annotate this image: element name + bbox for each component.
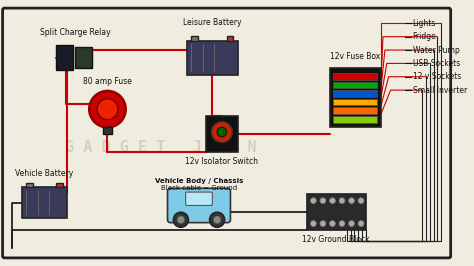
- Circle shape: [349, 198, 355, 203]
- Bar: [227, 36, 233, 40]
- Bar: [333, 99, 377, 105]
- Bar: [75, 47, 92, 68]
- Bar: [333, 73, 377, 80]
- Bar: [333, 116, 377, 123]
- Bar: [191, 36, 198, 40]
- FancyBboxPatch shape: [167, 188, 230, 223]
- Circle shape: [310, 221, 316, 226]
- Circle shape: [90, 91, 126, 127]
- Text: 12v Fuse Box: 12v Fuse Box: [330, 52, 381, 61]
- FancyBboxPatch shape: [2, 8, 451, 258]
- Bar: [333, 81, 377, 88]
- Text: Lights: Lights: [412, 19, 436, 28]
- Circle shape: [320, 221, 326, 226]
- Text: 12v Isolator Switch: 12v Isolator Switch: [185, 157, 258, 166]
- Bar: [329, 68, 381, 127]
- Text: 80 amp Fuse: 80 amp Fuse: [83, 77, 132, 86]
- Circle shape: [349, 221, 355, 226]
- Circle shape: [217, 127, 227, 137]
- Text: 12 v Sockets: 12 v Sockets: [412, 72, 461, 81]
- Text: Fridge: Fridge: [412, 32, 436, 41]
- Circle shape: [213, 216, 221, 223]
- Text: G A D G E T   J O H N: G A D G E T J O H N: [65, 140, 256, 155]
- Text: Water Pump: Water Pump: [412, 45, 459, 55]
- Circle shape: [339, 221, 345, 226]
- Text: Black cable = Ground: Black cable = Ground: [161, 185, 237, 191]
- Circle shape: [177, 216, 185, 223]
- Bar: [56, 45, 73, 70]
- Text: Leisure Battery: Leisure Battery: [183, 18, 242, 27]
- Circle shape: [358, 198, 364, 203]
- Text: USB Sockets: USB Sockets: [412, 59, 460, 68]
- Bar: [206, 116, 238, 152]
- Text: 12v Ground Block: 12v Ground Block: [302, 235, 370, 244]
- Bar: [187, 40, 238, 75]
- Bar: [56, 182, 63, 187]
- Circle shape: [358, 221, 364, 226]
- FancyBboxPatch shape: [186, 192, 212, 205]
- Bar: [333, 107, 377, 114]
- Circle shape: [329, 198, 335, 203]
- Circle shape: [211, 122, 232, 143]
- Text: Small Inverter: Small Inverter: [412, 86, 467, 95]
- Text: Vehicle Battery: Vehicle Battery: [16, 169, 73, 178]
- Bar: [307, 194, 366, 230]
- Bar: [27, 182, 33, 187]
- Circle shape: [173, 212, 189, 227]
- Circle shape: [329, 221, 335, 226]
- Text: Vehicle Body / Chassis: Vehicle Body / Chassis: [155, 177, 243, 184]
- Bar: [103, 127, 112, 134]
- Circle shape: [97, 99, 118, 120]
- Bar: [333, 90, 377, 97]
- Circle shape: [310, 198, 316, 203]
- Circle shape: [320, 198, 326, 203]
- Text: Split Charge Relay: Split Charge Relay: [40, 28, 110, 37]
- Bar: [22, 187, 67, 218]
- Circle shape: [339, 198, 345, 203]
- Circle shape: [210, 212, 225, 227]
